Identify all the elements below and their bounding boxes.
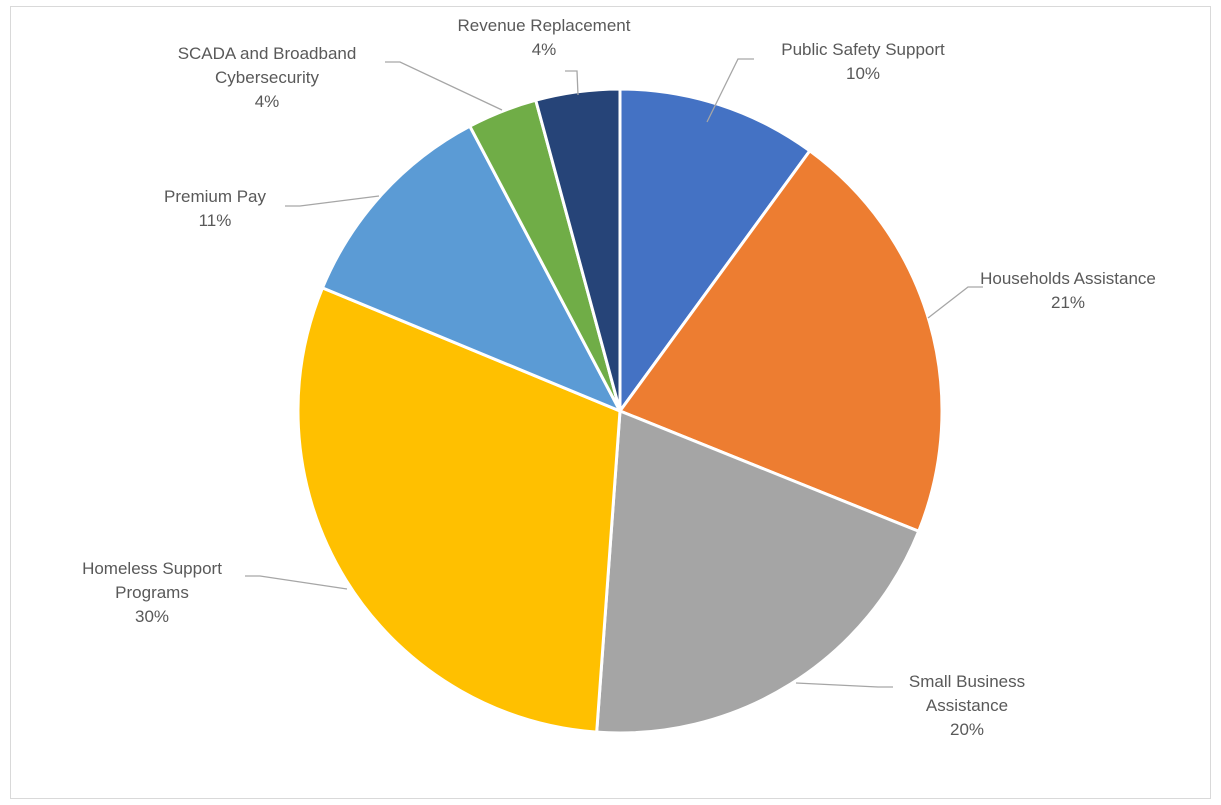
leader-line-2 — [927, 286, 983, 319]
leader-line-3 — [795, 682, 893, 688]
slice-label-line: Programs — [115, 583, 189, 602]
pie-slice-3 — [595, 409, 921, 735]
slice-percent: 20% — [950, 720, 984, 739]
slice-label-line: Cybersecurity — [215, 68, 319, 87]
leader-line-4 — [245, 575, 348, 590]
pie-slice-2 — [618, 149, 944, 533]
slice-label-3: Small Business Assistance 20% — [909, 672, 1025, 739]
slice-label-5: Premium Pay 11% — [164, 187, 267, 230]
pie-slice-1 — [618, 87, 812, 413]
slice-label-7: Revenue Replacement 4% — [458, 16, 631, 59]
leader-line-1 — [706, 58, 754, 123]
slice-percent: 11% — [199, 211, 232, 230]
slice-label-line: Premium Pay — [164, 187, 267, 206]
leader-line-7 — [565, 70, 579, 96]
leader-line-6 — [385, 61, 503, 111]
slice-label-line: Small Business — [909, 672, 1025, 691]
slice-percent: 10% — [846, 64, 880, 83]
leader-line-5 — [285, 195, 380, 207]
pie-slice-5 — [320, 124, 622, 413]
slice-label-line: SCADA and Broadband — [178, 44, 357, 63]
slice-label-line: Homeless Support — [82, 559, 222, 578]
slice-label-line: Revenue Replacement — [458, 16, 631, 35]
slice-percent: 4% — [532, 40, 557, 59]
slice-label-line: Assistance — [926, 696, 1008, 715]
slice-percent: 4% — [255, 92, 280, 111]
slice-label-line: Public Safety Support — [781, 40, 945, 59]
slice-label-4: Homeless Support Programs 30% — [82, 559, 222, 626]
slice-percent: 21% — [1051, 293, 1085, 312]
slice-label-line: Households Assistance — [980, 269, 1156, 288]
pie-slice-4 — [296, 286, 622, 734]
slice-percent: 30% — [135, 607, 169, 626]
slice-label-6: SCADA and Broadband Cybersecurity 4% — [178, 44, 357, 111]
slice-label-1: Public Safety Support 10% — [781, 40, 945, 83]
slice-label-2: Households Assistance 21% — [980, 269, 1156, 312]
